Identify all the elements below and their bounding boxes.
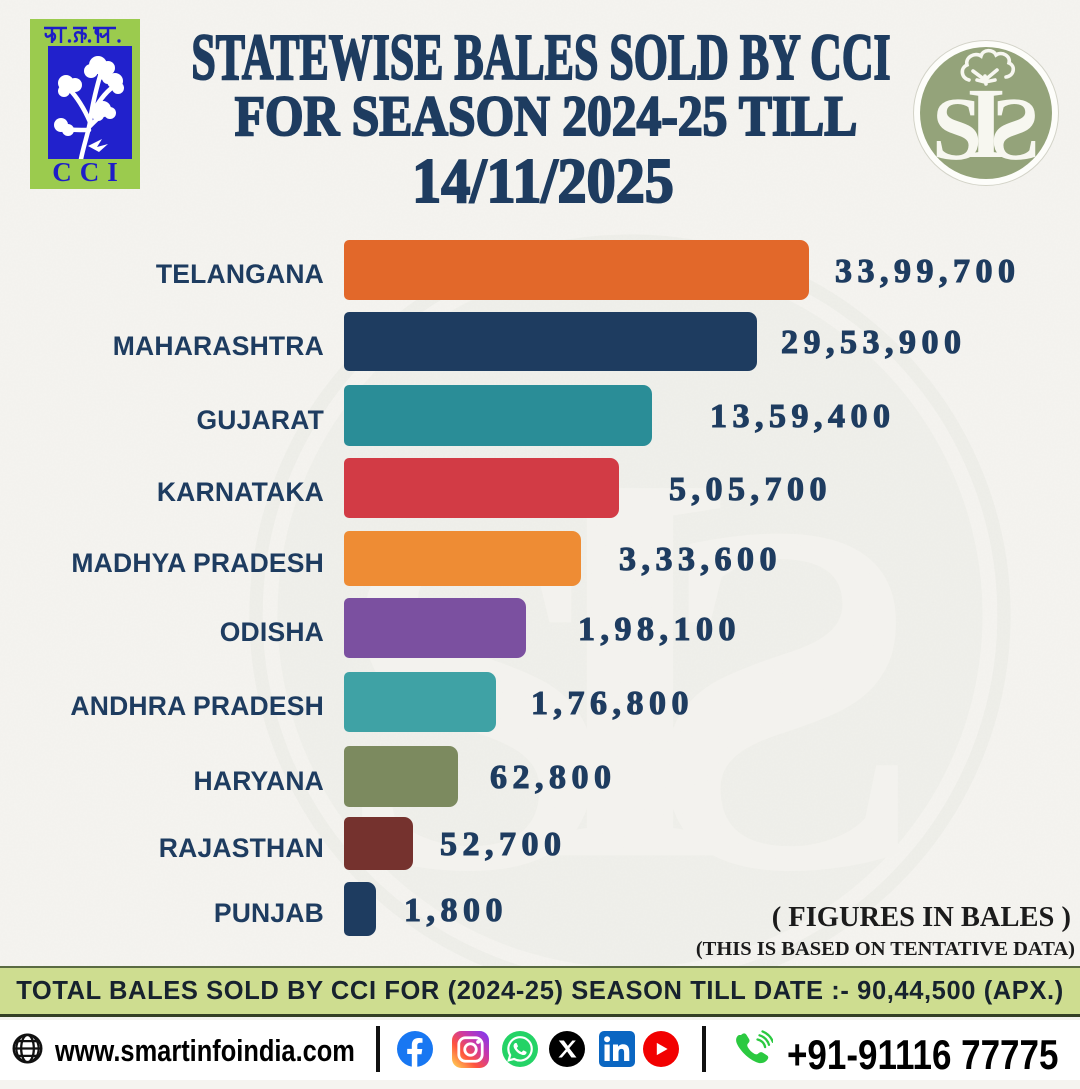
svg-text:I: I xyxy=(521,356,739,977)
svg-text:S: S xyxy=(990,80,1040,179)
svg-text:S: S xyxy=(932,80,982,179)
